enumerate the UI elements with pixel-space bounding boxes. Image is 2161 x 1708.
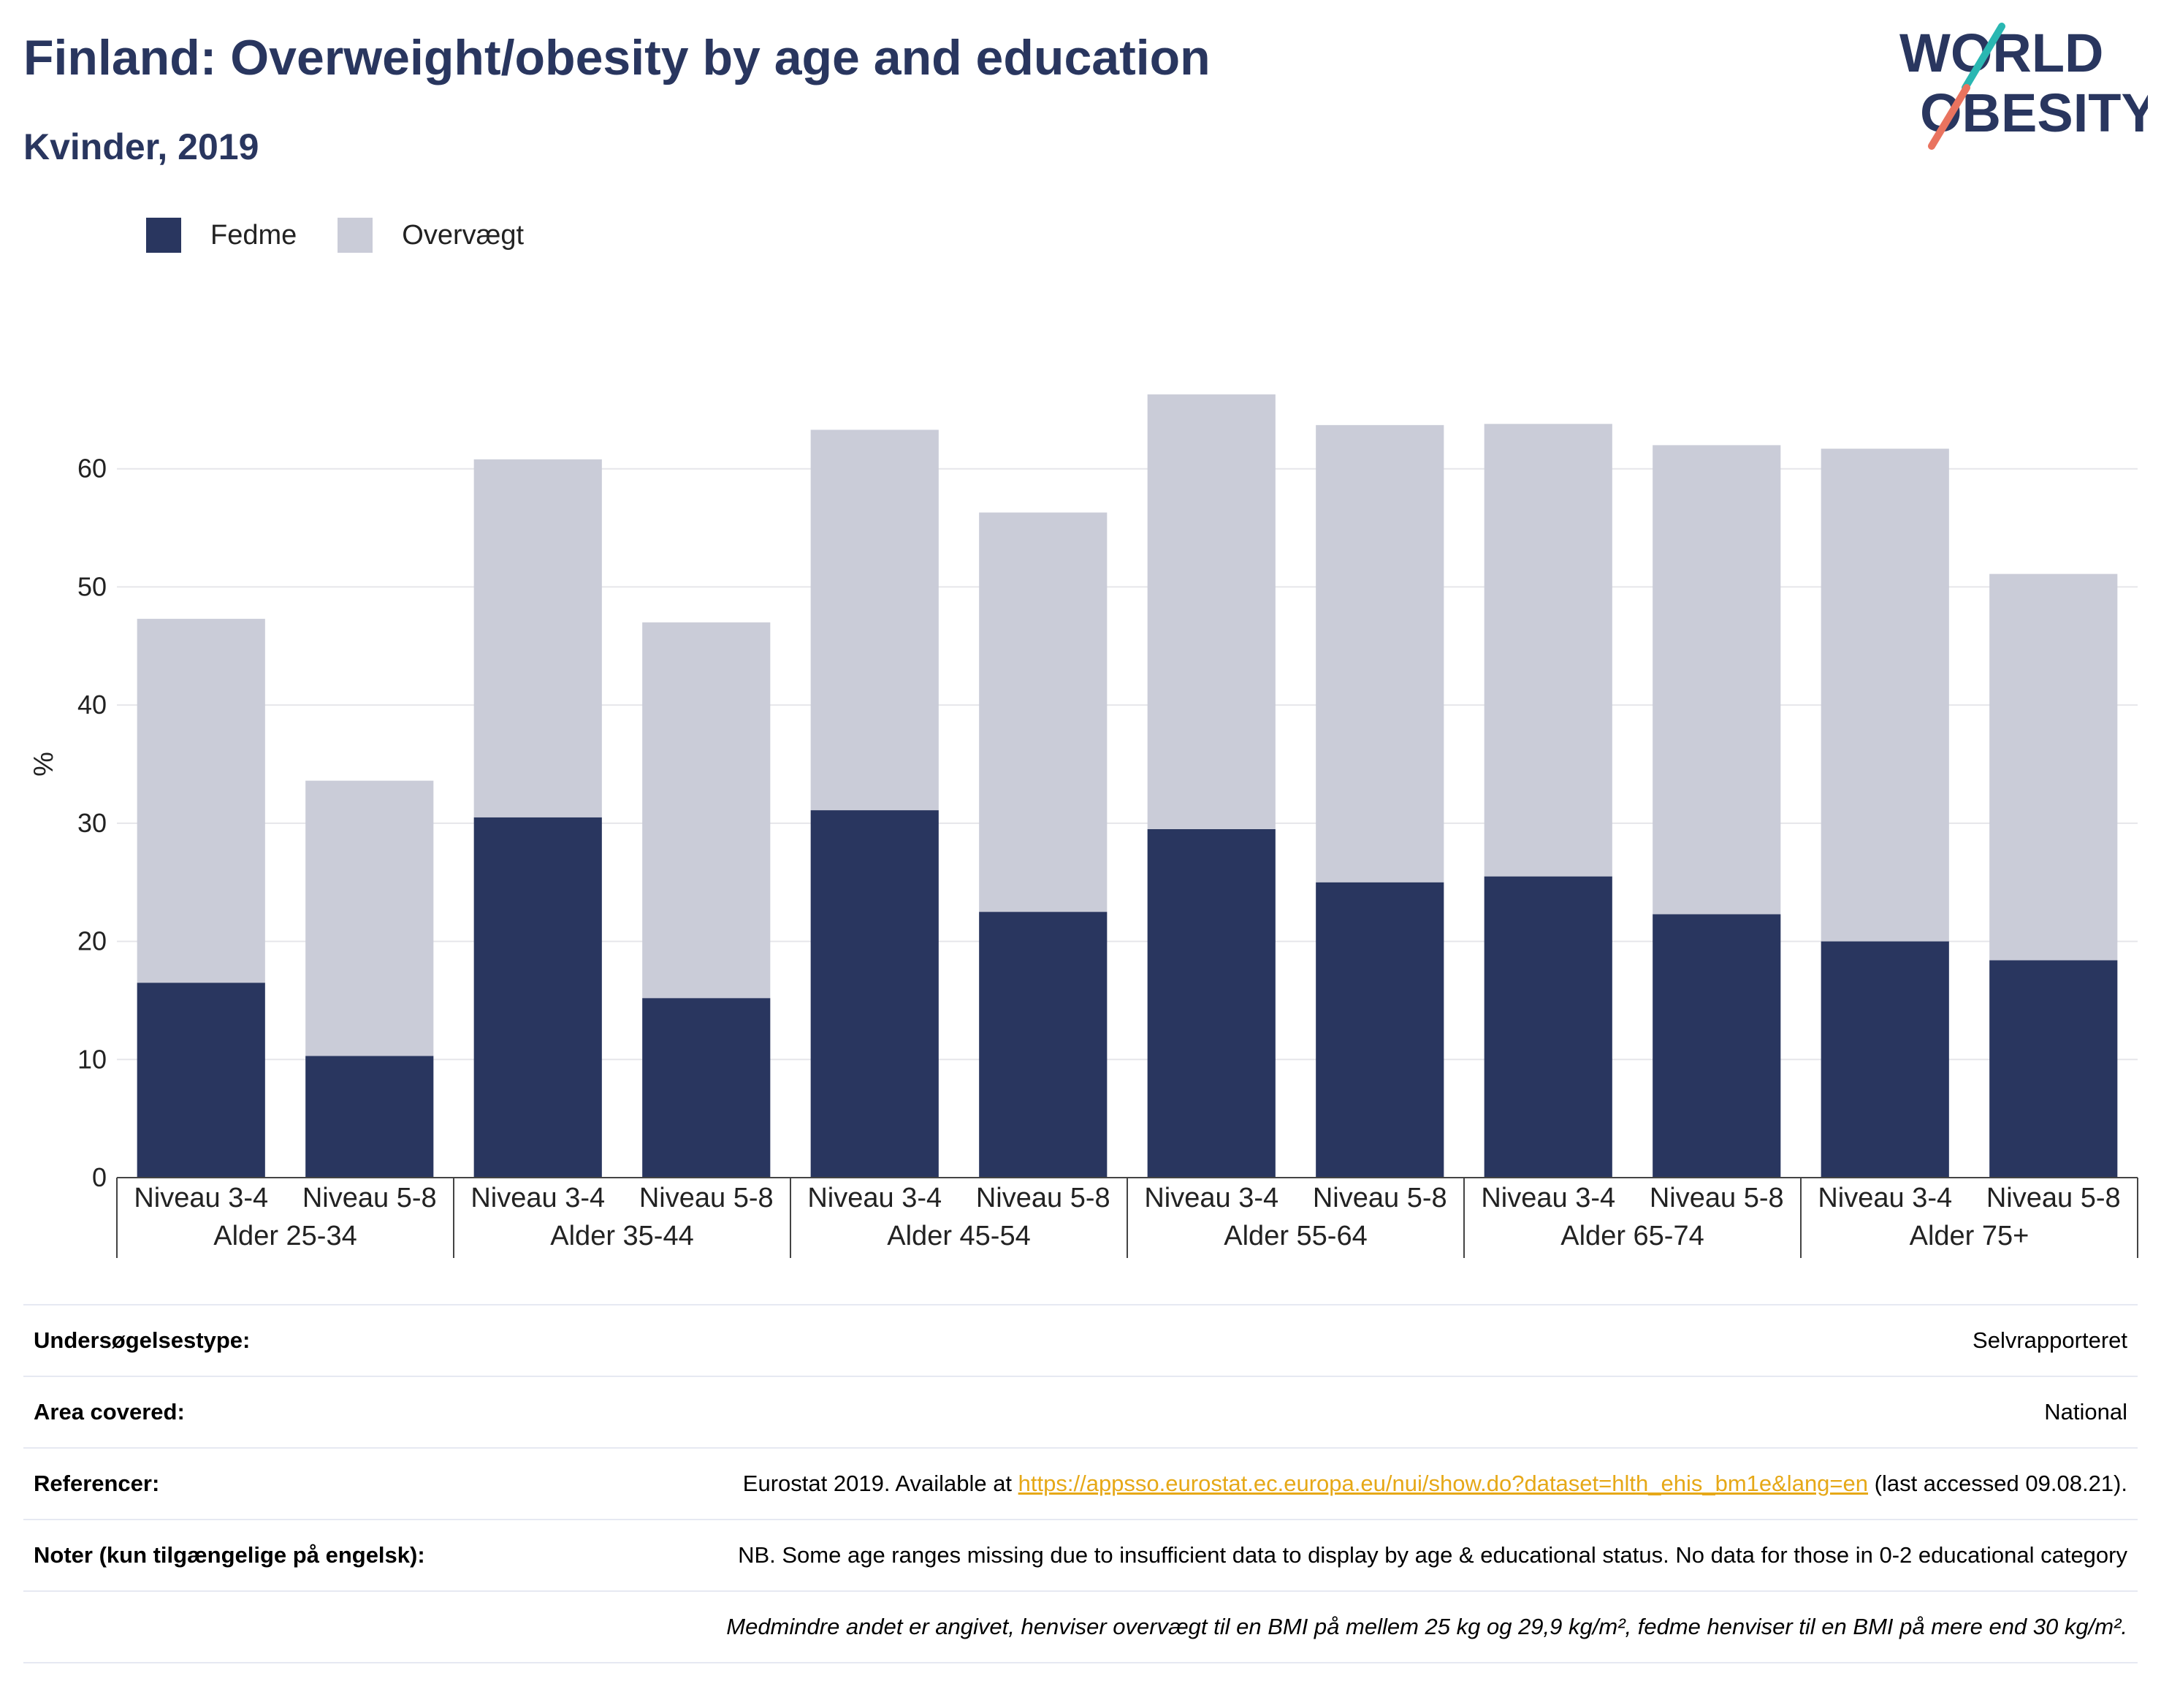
logo-slash-teal — [1962, 23, 2005, 91]
chart-subtitle: Kvinder, 2019 — [23, 126, 259, 167]
group-label: Alder 55-64 — [1224, 1221, 1367, 1251]
x-tick-label: Niveau 5-8 — [976, 1183, 1110, 1213]
group-label: Alder 35-44 — [550, 1221, 693, 1251]
info-table: Undersøgelsestype: Selvrapporteret Area … — [23, 1304, 2138, 1663]
info-value-references: Eurostat 2019. Available at https://apps… — [743, 1468, 2127, 1500]
info-value: National — [2044, 1399, 2127, 1425]
logo-line-2: OBESITY — [1920, 83, 2148, 143]
bar-overvaegt — [1484, 424, 1612, 877]
group-label: Alder 45-54 — [887, 1221, 1030, 1251]
x-tick-label: Niveau 3-4 — [134, 1183, 268, 1213]
bar-fedme — [473, 817, 602, 1178]
x-tick-label: Niveau 5-8 — [1986, 1183, 2121, 1213]
legend-label-fedme: Fedme — [210, 219, 297, 251]
group-label: Alder 25-34 — [213, 1221, 357, 1251]
info-label: Noter (kun tilgængelige på engelsk): — [34, 1542, 425, 1568]
bar-overvaegt — [979, 512, 1108, 912]
bar-fedme — [305, 1056, 434, 1178]
reference-link[interactable]: https://appsso.eurostat.ec.europa.eu/nui… — [1018, 1471, 1869, 1496]
info-value: NB. Some age ranges missing due to insuf… — [738, 1542, 2127, 1568]
x-tick-label: Niveau 3-4 — [1144, 1183, 1278, 1213]
chart-legend: Fedme Overvægt — [146, 218, 565, 253]
bar-fedme — [1653, 914, 1781, 1178]
bar-fedme — [1989, 960, 2118, 1178]
x-tick-label: Niveau 5-8 — [1650, 1183, 1784, 1213]
x-tick-label: Niveau 3-4 — [470, 1183, 605, 1213]
x-tick-label: Niveau 5-8 — [639, 1183, 774, 1213]
reference-text-pre: Eurostat 2019. Available at — [742, 1471, 1018, 1496]
bar-overvaegt — [1316, 424, 1444, 882]
info-value: Selvrapporteret — [1973, 1327, 2127, 1353]
x-tick-label: Niveau 3-4 — [1818, 1183, 1952, 1213]
y-axis-label: % — [28, 752, 59, 777]
x-tick-label: Niveau 3-4 — [1481, 1183, 1615, 1213]
chart-title: Finland: Overweight/obesity by age and e… — [23, 30, 1211, 85]
bar-overvaegt — [642, 622, 771, 999]
bar-fedme — [979, 912, 1108, 1178]
world-obesity-logo: WORLD OBESITY — [1899, 23, 2148, 150]
bar-overvaegt — [1989, 573, 2118, 961]
bar-overvaegt — [1821, 449, 1949, 942]
y-tick-label: 60 — [77, 454, 107, 484]
y-tick-label: 40 — [77, 690, 107, 720]
x-tick-label: Niveau 5-8 — [1313, 1183, 1447, 1213]
reference-text-post: (last accessed 09.08.21). — [1868, 1471, 2127, 1496]
y-tick-label: 50 — [77, 571, 107, 601]
bar-fedme — [137, 983, 265, 1178]
legend-swatch-fedme — [146, 218, 181, 253]
y-tick-label: 0 — [92, 1162, 107, 1192]
bar-fedme — [1484, 876, 1612, 1178]
y-tick-label: 30 — [77, 808, 107, 838]
bar-overvaegt — [137, 619, 265, 983]
legend-item-fedme[interactable]: Fedme — [146, 218, 297, 253]
legend-swatch-overvaegt — [338, 218, 373, 253]
info-row-area-covered: Area covered: National — [23, 1376, 2138, 1447]
info-label: Undersøgelsestype: — [34, 1327, 251, 1353]
definition-footnote: Medmindre andet er angivet, henviser ove… — [726, 1614, 2127, 1639]
bar-fedme — [810, 810, 939, 1178]
bar-overvaegt — [473, 459, 602, 817]
bar-fedme — [1821, 941, 1949, 1178]
info-row-notes: Noter (kun tilgængelige på engelsk): NB.… — [23, 1519, 2138, 1590]
x-tick-label: Niveau 3-4 — [807, 1183, 942, 1213]
bar-overvaegt — [1147, 394, 1276, 829]
info-row-references: Referencer: Eurostat 2019. Available at … — [23, 1447, 2138, 1519]
bar-overvaegt — [305, 780, 434, 1056]
bar-fedme — [1316, 882, 1444, 1178]
y-tick-label: 10 — [77, 1044, 107, 1074]
info-row-footnote: Medmindre andet er angivet, henviser ove… — [23, 1590, 2138, 1663]
bar-overvaegt — [1653, 445, 1781, 915]
x-tick-label: Niveau 5-8 — [302, 1183, 437, 1213]
bar-overvaegt — [810, 430, 939, 811]
bar-fedme — [642, 998, 771, 1178]
info-label: Referencer: — [34, 1471, 160, 1496]
group-label: Alder 65-74 — [1560, 1221, 1704, 1251]
group-label: Alder 75+ — [1910, 1221, 2029, 1251]
y-tick-label: 20 — [77, 926, 107, 956]
info-row-survey-type: Undersøgelsestype: Selvrapporteret — [23, 1304, 2138, 1376]
stacked-bar-chart: 0 10 20 30 40 50 60% Niveau 3-4 Niveau 5-8 Niveau… — [28, 394, 2138, 1258]
logo-slash-coral — [1928, 84, 1970, 150]
legend-label-overvaegt: Overvægt — [402, 219, 525, 251]
info-label: Area covered: — [34, 1399, 185, 1425]
legend-item-overvaegt[interactable]: Overvægt — [338, 218, 524, 253]
bar-fedme — [1147, 828, 1276, 1178]
